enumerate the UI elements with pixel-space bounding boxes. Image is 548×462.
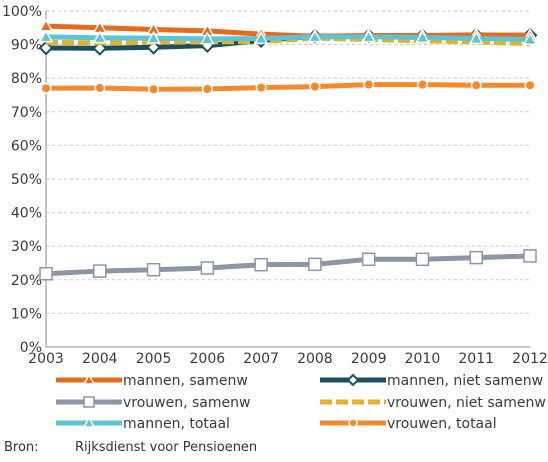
- x-tick-label: 2009: [351, 351, 387, 367]
- legend-item: vrouwen, totaal: [320, 416, 497, 432]
- data-point: [308, 257, 322, 272]
- x-axis: 2003 2004 2005 2006 2007 2008 2009 2010 2011 2012: [28, 351, 548, 367]
- data-point: [470, 79, 482, 91]
- y-tick-label: 10%: [11, 306, 42, 322]
- data-point: [523, 249, 537, 263]
- legend-item: vrouwen, samenw: [56, 395, 250, 411]
- data-point: [93, 264, 107, 278]
- gridlines: [46, 10, 530, 314]
- data-point: [255, 82, 267, 94]
- y-tick-label: 60%: [11, 138, 42, 154]
- legend-marker: [346, 373, 360, 387]
- series-mannen-totaal: [38, 29, 538, 46]
- data-point: [253, 31, 269, 45]
- x-tick-label: 2006: [190, 351, 226, 367]
- series-line: [45, 253, 531, 277]
- data-point: [39, 267, 53, 281]
- data-point: [361, 252, 376, 267]
- legend-item: mannen, totaal: [56, 416, 230, 432]
- x-tick-label: 2012: [512, 351, 548, 367]
- y-tick-label: 20%: [11, 273, 42, 289]
- legend-label: vrouwen, samenw: [123, 395, 250, 411]
- series-vrouwen-samenw: [39, 249, 537, 281]
- legend-marker: [83, 396, 95, 408]
- series-lines: [38, 18, 538, 281]
- x-tick-label: 2008: [297, 351, 333, 367]
- legend: mannen, samenw mannen, niet samenw vrouwen…: [56, 373, 546, 432]
- data-point: [38, 29, 54, 43]
- data-point: [416, 79, 428, 91]
- y-tick-label: 0%: [20, 340, 42, 356]
- y-tick-label: 100%: [2, 4, 42, 20]
- source-label: Bron:: [4, 440, 39, 455]
- y-tick-label: 90%: [11, 38, 42, 54]
- legend-label: mannen, samenw: [123, 373, 248, 389]
- data-point: [469, 250, 483, 265]
- data-point: [146, 30, 161, 44]
- y-tick-label: 30%: [11, 239, 42, 255]
- plot-frame: [45, 11, 530, 348]
- x-tick-label: 2010: [405, 351, 441, 367]
- legend-marker: [82, 416, 96, 428]
- data-point: [309, 81, 321, 93]
- data-point: [254, 257, 268, 272]
- data-point: [146, 262, 161, 277]
- x-tick-label: 2004: [82, 351, 118, 367]
- legend-item: mannen, samenw: [56, 373, 248, 389]
- data-point: [40, 82, 52, 94]
- series-vrouwen-totaal: [40, 79, 536, 95]
- data-point: [468, 31, 484, 45]
- source-text: Rijksdienst voor Pensioenen: [75, 440, 258, 455]
- data-point: [148, 83, 160, 95]
- data-point: [92, 30, 108, 44]
- line-chart: 0%10%20%30%40%50%60%70%80%90%100% 2003 20…: [2, 4, 548, 432]
- data-point: [415, 29, 430, 44]
- series-line: [45, 82, 530, 92]
- legend-item: mannen, niet samenw: [320, 373, 543, 389]
- legend-label: mannen, totaal: [123, 416, 230, 432]
- x-tick-label: 2003: [28, 351, 64, 367]
- data-point: [361, 29, 376, 43]
- data-point: [524, 79, 536, 91]
- legend-label: vrouwen, totaal: [387, 416, 497, 432]
- data-point: [94, 82, 106, 94]
- series-line: [45, 34, 531, 43]
- legend-marker: [348, 418, 358, 428]
- data-point: [38, 40, 54, 56]
- y-tick-label: 70%: [11, 105, 42, 121]
- y-tick-label: 40%: [11, 206, 42, 222]
- x-tick-label: 2011: [458, 351, 494, 367]
- data-point: [415, 252, 430, 267]
- data-point: [200, 261, 215, 275]
- y-axis: 0% 10% 20% 30% 40% 50% 60% 70% 80% 90% 100%: [2, 4, 42, 356]
- legend-marker: [82, 373, 96, 385]
- legend-item: vrouwen, niet samenw: [320, 395, 546, 411]
- series-line: [45, 23, 531, 39]
- data-point: [200, 31, 215, 45]
- data-point: [522, 32, 538, 46]
- legend-label: vrouwen, niet samenw: [387, 395, 546, 411]
- x-tick-label: 2005: [136, 351, 172, 367]
- source-note: Bron: Rijksdienst voor Pensioenen: [4, 440, 257, 455]
- data-point: [201, 83, 213, 95]
- y-tick-label: 50%: [11, 172, 42, 188]
- legend-label: mannen, niet samenw: [387, 373, 543, 389]
- y-tick-label: 80%: [11, 71, 42, 87]
- data-point: [363, 79, 375, 91]
- data-point: [307, 29, 323, 43]
- x-tick-label: 2007: [243, 351, 279, 367]
